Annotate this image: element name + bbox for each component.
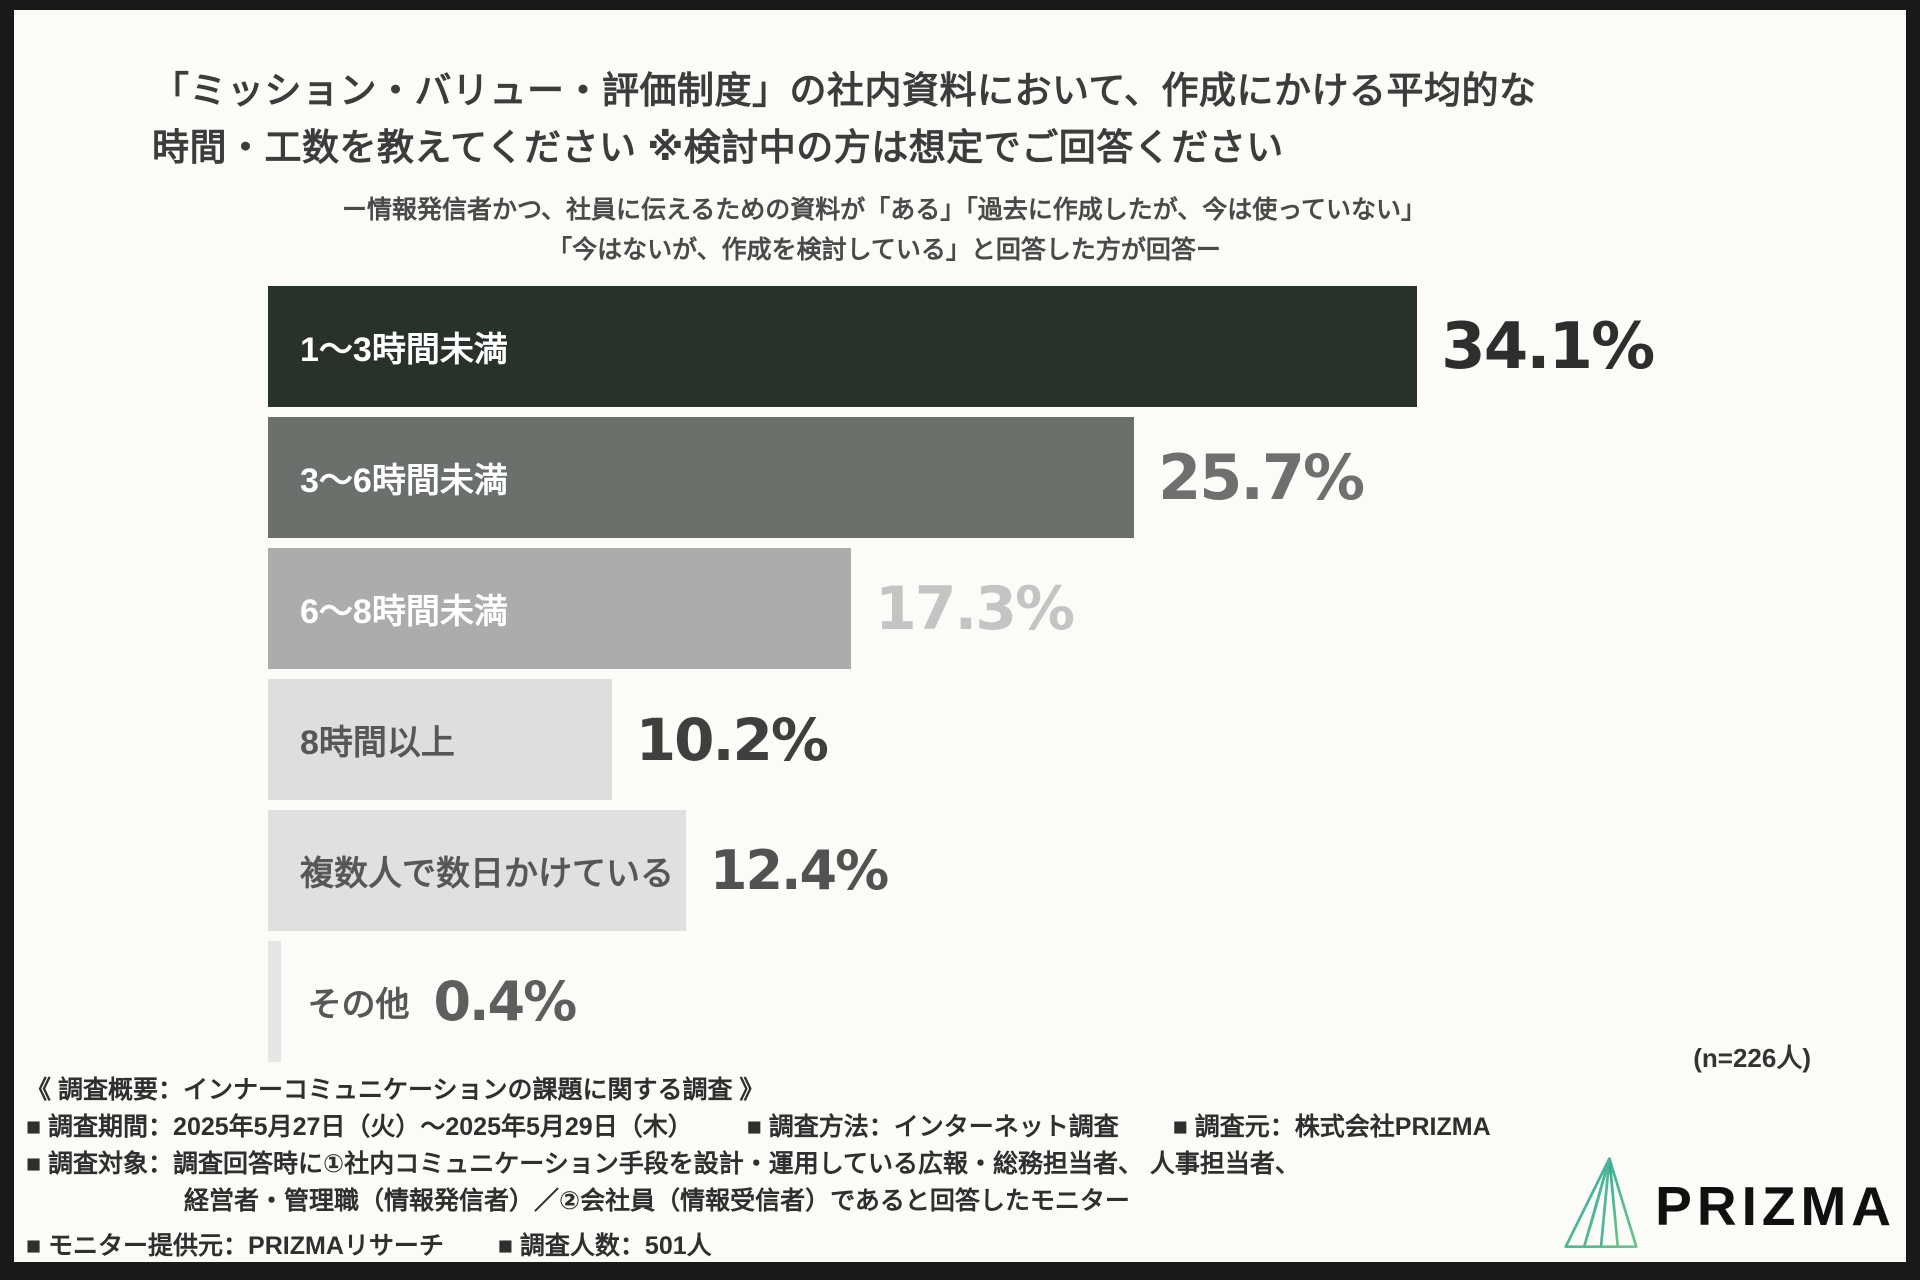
chart-subtitle: ー情報発信者かつ、社員に伝えるための資料が「ある」「過去に作成したが、今は使って…	[174, 190, 1594, 270]
chart-subtitle-line2: 「今はないが、作成を検討している」と回答した方が回答ー	[547, 236, 1221, 264]
survey-target-line2: 経営者・管理職（情報発信者）／②会社員（情報受信者）であると回答したモニター	[184, 1187, 1130, 1215]
chart-title-line1: 「ミッション・バリュー・評価制度」の社内資料において、作成にかける平均的な	[152, 70, 1537, 111]
category-label: 3〜6時間未満	[300, 462, 508, 500]
category-label: 6〜8時間未満	[300, 593, 508, 631]
bar: 複数人で数日かけている	[268, 810, 686, 931]
category-label: 1〜3時間未満	[300, 331, 508, 369]
survey-summary: 《 調査概要：インナーコミュニケーションの課題に関する調査 》 ■ 調査期間：2…	[26, 1072, 1491, 1262]
bar-chart: 1〜3時間未満 34.1% 3〜6時間未満 25.7% 6〜8時間未満 17.3% 8時間以…	[268, 286, 1906, 1062]
percent-label: 10.2%	[635, 705, 829, 774]
monitor-provider: ■ モニター提供元：PRIZMAリサーチ	[26, 1232, 444, 1260]
bar	[268, 941, 282, 1062]
bar-row: その他 0.4%	[268, 941, 1906, 1062]
chart-title: 「ミッション・バリュー・評価制度」の社内資料において、作成にかける平均的な 時間…	[152, 62, 1906, 176]
survey-source: ■ 調査元：株式会社PRIZMA	[1172, 1113, 1491, 1141]
infographic-canvas: 「ミッション・バリュー・評価制度」の社内資料において、作成にかける平均的な 時間…	[14, 10, 1906, 1262]
survey-monitor-count-line: ■ モニター提供元：PRIZMAリサーチ ■ 調査人数：501人	[26, 1228, 1491, 1262]
bar-row: 3〜6時間未満 25.7%	[268, 417, 1906, 538]
bar: 8時間以上	[268, 679, 612, 800]
bar: 1〜3時間未満	[268, 286, 1418, 407]
survey-period: ■ 調査期間：2025年5月27日（火）〜2025年5月29日（木）	[26, 1113, 693, 1141]
percent-label: 0.4%	[433, 970, 577, 1033]
bar-row: 6〜8時間未満 17.3%	[268, 548, 1906, 669]
percent-label: 17.3%	[875, 573, 1075, 644]
bar-row: 1〜3時間未満 34.1%	[268, 286, 1906, 407]
prizma-logo: PRIZMA	[1559, 1155, 1896, 1256]
survey-period-method-source-line: ■ 調査期間：2025年5月27日（火）〜2025年5月29日（木） ■ 調査方法…	[26, 1109, 1491, 1146]
sample-size-label: (n=226人)	[1693, 1043, 1811, 1073]
bar-row: 8時間以上 10.2%	[268, 679, 1906, 800]
bar: 6〜8時間未満	[268, 548, 851, 669]
category-label: 複数人で数日かけている	[300, 855, 674, 893]
survey-method: ■ 調査方法：インターネット調査	[746, 1113, 1119, 1141]
percent-label: 34.1%	[1441, 309, 1655, 384]
category-label: 8時間以上	[300, 724, 455, 762]
prism-triangle-icon	[1559, 1155, 1643, 1256]
chart-subtitle-line1: ー情報発信者かつ、社員に伝えるための資料が「ある」「過去に作成したが、今は使って…	[341, 196, 1426, 224]
bar-row: 複数人で数日かけている 12.4%	[268, 810, 1906, 931]
category-label: その他	[307, 986, 410, 1024]
chart-title-line2: 時間・工数を教えてください ※検討中の方は想定でご回答ください	[152, 127, 1284, 168]
respondent-count: ■ 調査人数：501人	[497, 1232, 712, 1260]
bar: 3〜6時間未満	[268, 417, 1135, 538]
survey-overview-line: 《 調査概要：インナーコミュニケーションの課題に関する調査 》	[26, 1076, 765, 1104]
prizma-logo-text: PRIZMA	[1655, 1174, 1896, 1237]
survey-target-line1: ■ 調査対象：調査回答時に①社内コミュニケーション手段を設計・運用している広報・…	[26, 1150, 1300, 1178]
percent-label: 12.4%	[709, 839, 889, 902]
percent-label: 25.7%	[1158, 441, 1365, 514]
